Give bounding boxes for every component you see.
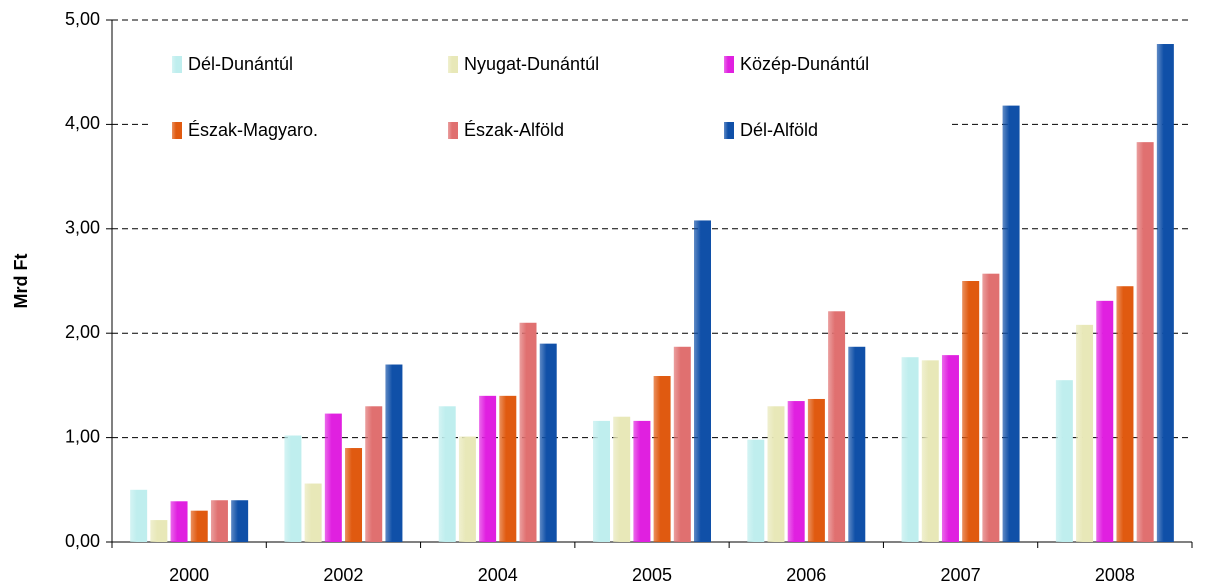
bar xyxy=(941,355,959,542)
bar xyxy=(499,395,517,542)
bar xyxy=(130,489,148,542)
bar xyxy=(982,273,1000,542)
bar xyxy=(210,500,228,542)
bar xyxy=(1076,324,1094,542)
legend-swatch xyxy=(448,56,458,73)
bar xyxy=(848,346,866,542)
bar xyxy=(694,220,711,542)
bar xyxy=(190,510,208,542)
bar xyxy=(284,435,302,542)
bar xyxy=(613,416,631,542)
y-tick-label: 4,00 xyxy=(65,113,100,133)
legend-swatch xyxy=(724,122,734,139)
bar xyxy=(479,395,497,542)
x-tick-label: 2006 xyxy=(786,565,826,585)
y-tick-label: 0,00 xyxy=(65,531,100,551)
bar xyxy=(633,420,651,542)
bar xyxy=(231,500,249,542)
legend-label: Közép-Dunántúl xyxy=(740,54,869,74)
legend-label: Észak-Magyaro. xyxy=(188,120,318,140)
legend-swatch xyxy=(448,122,458,139)
bar xyxy=(438,406,456,542)
bar xyxy=(170,501,188,542)
legend-box xyxy=(150,38,950,162)
legend-swatch xyxy=(172,122,182,139)
bar xyxy=(962,281,980,542)
x-tick-label: 2008 xyxy=(1095,565,1135,585)
y-axis-label: Mrd Ft xyxy=(11,254,31,309)
bar xyxy=(828,311,846,542)
legend-label: Dél-Alföld xyxy=(740,120,818,140)
bar xyxy=(345,448,363,542)
bar xyxy=(1055,380,1073,542)
legend-swatch xyxy=(172,56,182,73)
bar xyxy=(150,520,168,542)
x-tick-label: 2007 xyxy=(941,565,981,585)
bar xyxy=(385,364,403,542)
y-tick-label: 3,00 xyxy=(65,218,100,238)
x-tick-label: 2000 xyxy=(169,565,209,585)
bar xyxy=(1116,286,1134,542)
y-tick-label: 5,00 xyxy=(65,9,100,29)
legend-swatch xyxy=(724,56,734,73)
bar xyxy=(653,376,671,542)
bar xyxy=(807,398,825,542)
bar xyxy=(539,343,557,542)
bar xyxy=(593,420,610,542)
bar xyxy=(673,346,691,542)
bar xyxy=(458,436,476,542)
bar xyxy=(519,322,537,542)
y-tick-label: 2,00 xyxy=(65,322,100,342)
bar xyxy=(304,483,322,542)
bar xyxy=(1156,44,1174,543)
x-tick-label: 2004 xyxy=(478,565,518,585)
bar xyxy=(1002,105,1020,542)
legend-label: Észak-Alföld xyxy=(464,120,564,140)
bar xyxy=(1136,142,1154,542)
x-tick-label: 2005 xyxy=(632,565,672,585)
bar xyxy=(1096,300,1114,542)
bar xyxy=(901,357,919,542)
bar xyxy=(365,406,383,542)
bar xyxy=(324,413,342,542)
bar xyxy=(747,439,765,542)
legend-label: Dél-Dunántúl xyxy=(188,54,293,74)
legend-label: Nyugat-Dunántúl xyxy=(464,54,599,74)
bar xyxy=(767,406,785,542)
bar xyxy=(787,401,805,542)
bar xyxy=(921,360,939,542)
y-tick-label: 1,00 xyxy=(65,426,100,446)
x-tick-label: 2002 xyxy=(323,565,363,585)
